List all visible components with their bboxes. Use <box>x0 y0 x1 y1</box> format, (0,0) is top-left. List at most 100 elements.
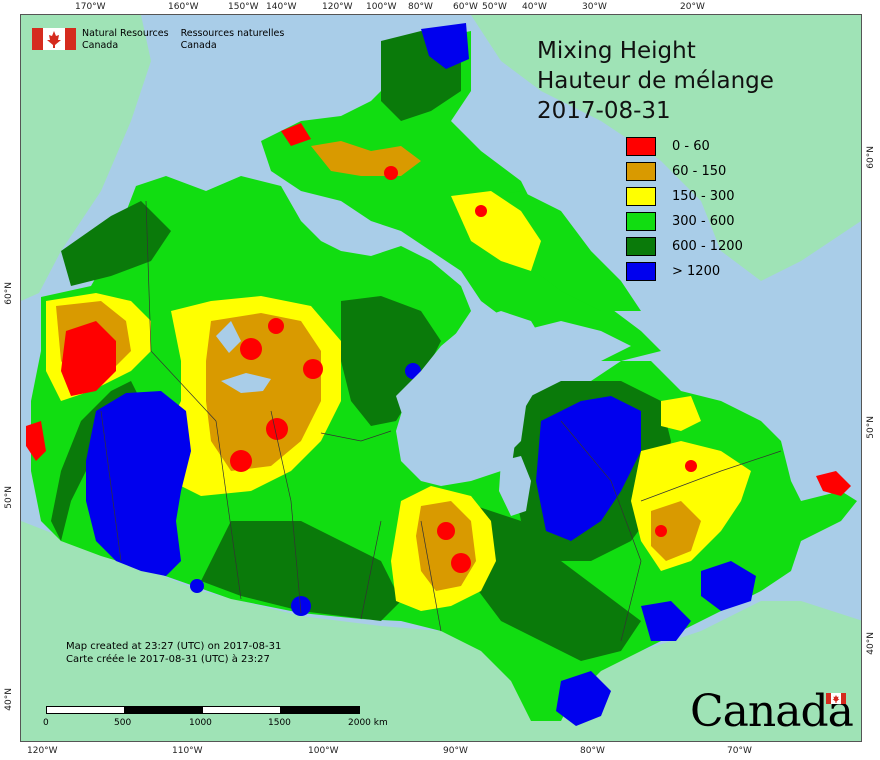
scale-label: 2000 km <box>348 718 388 728</box>
zone-0-60-bc-coast <box>26 421 46 461</box>
created-note-french: Carte créée le 2017-08-31 (UTC) à 23:27 <box>66 654 270 665</box>
title-french: Hauteur de mélange <box>537 68 774 94</box>
legend-swatch <box>626 187 656 206</box>
legend-item: > 1200 <box>626 259 743 284</box>
zone-0-60-spot-6 <box>437 522 455 540</box>
zone-gt1200-ontario-south <box>556 671 611 726</box>
graticule-label: 150°W <box>228 2 259 12</box>
zone-0-60-yukon <box>61 321 116 396</box>
legend-item: 600 - 1200 <box>626 234 743 259</box>
zone-0-60-maritime <box>816 471 851 496</box>
zone-150-300-arctic <box>451 191 541 271</box>
map-canvas <box>21 15 861 741</box>
graticule-label: 50°N <box>866 416 876 439</box>
legend-item: 60 - 150 <box>626 159 743 184</box>
james-bay <box>499 456 531 516</box>
zone-gt1200-spot-1 <box>291 596 311 616</box>
zone-0-60-spot-10 <box>384 166 398 180</box>
zone-0-60-spot-3 <box>303 359 323 379</box>
map-created-note: Map created at 23:27 (UTC) on 2017-08-31… <box>66 640 281 666</box>
zone-gt1200-spot-3 <box>190 579 204 593</box>
graticule-label: 80°W <box>408 2 433 12</box>
zone-0-60-spot-11 <box>475 205 487 217</box>
graticule-label: 120°W <box>322 2 353 12</box>
legend-item: 300 - 600 <box>626 209 743 234</box>
map-area <box>20 14 862 742</box>
agency-name-fr-line1: Ressources naturelles <box>180 28 285 39</box>
graticule-label: 60°W <box>453 2 478 12</box>
graticule-label: 40°N <box>4 688 14 711</box>
zone-gt1200-quebec <box>536 396 641 541</box>
graticule-label: 20°W <box>680 2 705 12</box>
agency-name-en-line2: Canada <box>82 40 119 51</box>
hudson-strait <box>521 321 631 361</box>
zone-600-1200-hudson <box>341 296 441 426</box>
zone-0-60-spot-4 <box>230 450 252 472</box>
great-bear-lake <box>216 321 241 353</box>
graticule-label: 40°N <box>866 632 876 655</box>
scale-label: 500 <box>114 718 132 728</box>
zone-60-150-quebec-east <box>651 501 701 561</box>
legend-label: 600 - 1200 <box>672 239 743 254</box>
graticule-label: 50°W <box>482 2 507 12</box>
graticule-label: 90°W <box>443 746 468 756</box>
wordmark-flag-icon <box>826 693 846 704</box>
graticule-label: 40°W <box>522 2 547 12</box>
graticule-label: 140°W <box>266 2 297 12</box>
legend-item: 150 - 300 <box>626 184 743 209</box>
graticule-label: 100°W <box>366 2 397 12</box>
legend-label: 0 - 60 <box>672 139 710 154</box>
zone-0-60-spot-2 <box>268 318 284 334</box>
zone-gt1200-bc-alberta <box>86 391 191 576</box>
map-date: 2017-08-31 <box>537 98 671 124</box>
agency-name-fr-line2: Canada <box>180 40 217 51</box>
agency-name-en: Natural Resources Canada <box>82 28 169 52</box>
zone-0-60-arctic <box>281 123 311 146</box>
zone-gt1200-northeast <box>421 23 469 69</box>
legend-swatch <box>626 237 656 256</box>
agency-name-fr: Ressources naturelles Canada <box>181 28 285 52</box>
scale-label: 1500 <box>268 718 291 728</box>
graticule-label: 110°W <box>172 746 203 756</box>
zone-0-60-spot-1 <box>240 338 262 360</box>
zone-0-60-spot-9 <box>655 525 667 537</box>
zone-600-1200-ontario <box>451 501 641 661</box>
title-english: Mixing Height <box>537 38 696 64</box>
zone-600-1200-prairies <box>201 521 401 621</box>
canada-flag-icon <box>32 28 76 50</box>
zone-0-60-spot-8 <box>685 460 697 472</box>
zone-0-60-spot-7 <box>451 553 471 573</box>
graticule-label: 60°N <box>4 282 14 305</box>
scale-bar-graphic <box>46 706 360 715</box>
legend: 0 - 60 60 - 150 150 - 300 300 - 600 600 … <box>626 134 743 284</box>
zone-gt1200-stlawrence <box>641 601 691 641</box>
greenland-land <box>471 15 861 281</box>
graticule-label: 120°W <box>27 746 58 756</box>
graticule-label: 80°W <box>580 746 605 756</box>
zone-0-60-spot-5 <box>266 418 288 440</box>
map-title: Mixing Height Hauteur de mélange 2017-08… <box>537 36 774 126</box>
legend-label: 60 - 150 <box>672 164 727 179</box>
legend-label: 150 - 300 <box>672 189 735 204</box>
graticule-label: 170°W <box>75 2 106 12</box>
legend-label: > 1200 <box>672 264 721 279</box>
graticule-label: 30°W <box>582 2 607 12</box>
scale-segment <box>280 706 360 714</box>
great-slave-lake <box>221 373 271 393</box>
zone-600-1200-west <box>61 201 171 286</box>
scale-segment <box>46 706 125 714</box>
zone-150-300-labrador <box>661 396 701 431</box>
legend-item: 0 - 60 <box>626 134 743 159</box>
graticule-label: 160°W <box>168 2 199 12</box>
scale-segment <box>202 706 281 714</box>
created-note-english: Map created at 23:27 (UTC) on 2017-08-31 <box>66 641 282 652</box>
scale-label: 0 <box>43 718 49 728</box>
scale-label: 1000 <box>189 718 212 728</box>
agency-name-en-line1: Natural Resources <box>82 28 169 39</box>
graticule-label: 60°N <box>866 146 876 169</box>
graticule-label: 70°W <box>727 746 752 756</box>
legend-swatch <box>626 162 656 181</box>
province-borders <box>100 200 782 642</box>
scale-segment <box>124 706 203 714</box>
